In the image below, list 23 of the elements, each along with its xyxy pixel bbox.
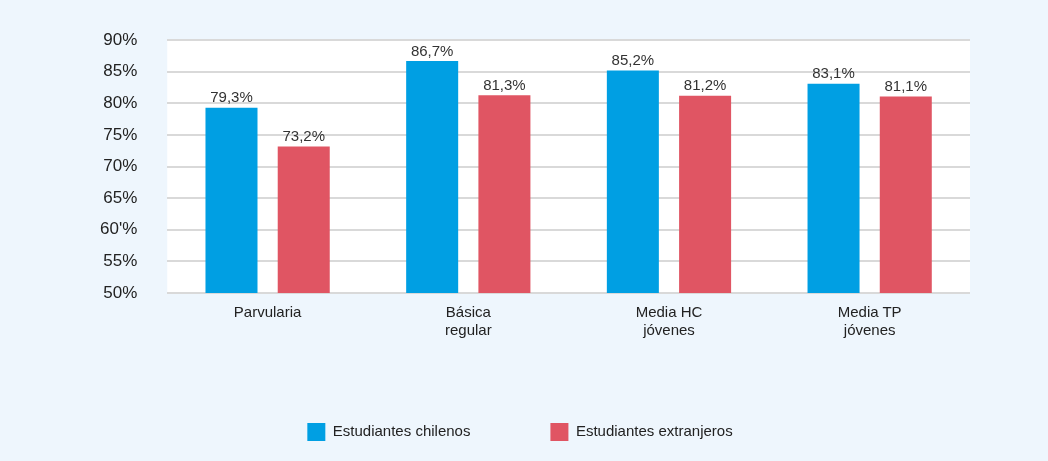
data-label: 81,1%: [884, 77, 928, 95]
y-tick-label: 70%: [103, 156, 138, 176]
y-tick-label: 80%: [103, 93, 138, 113]
data-label: 73,2%: [282, 127, 326, 145]
y-tick-label: 55%: [103, 251, 138, 271]
y-tick-label: 90%: [103, 29, 138, 49]
data-label: 86,7%: [410, 41, 454, 59]
y-tick-label: 85%: [103, 61, 138, 81]
x-tick-label: Media TP jóvenes: [837, 303, 902, 339]
legend-label: Estudiantes chilenos: [332, 422, 471, 440]
y-tick-label: 65%: [103, 187, 138, 207]
legend-label: Estudiantes extranjeros: [575, 422, 733, 440]
x-tick-label: Parvularia: [233, 303, 303, 321]
data-label: 81,3%: [483, 75, 526, 93]
x-tick-label: Básica regular: [444, 303, 492, 339]
y-tick-label: 75%: [103, 124, 138, 144]
data-label: 81,2%: [683, 76, 727, 94]
x-tick-label: Media HC jóvenes: [635, 303, 703, 339]
data-label: 79,3%: [210, 88, 253, 106]
y-tick-label: 60'%: [99, 219, 138, 239]
data-label: 83,1%: [812, 64, 855, 82]
y-tick-label: 50%: [103, 282, 138, 302]
data-label: 85,2%: [611, 51, 655, 69]
